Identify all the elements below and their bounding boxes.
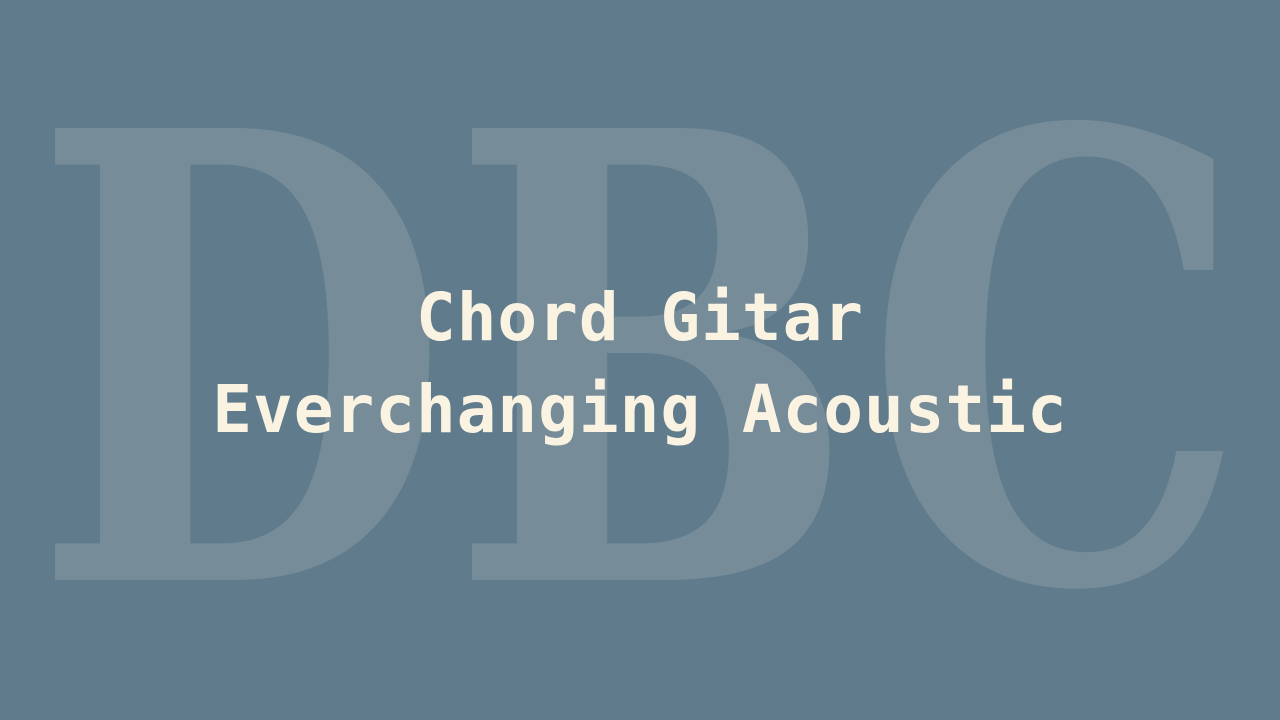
title-line-1: Chord Gitar: [415, 279, 865, 356]
title-line-2: Everchanging Acoustic: [212, 371, 1068, 448]
page-title: Chord Gitar Everchanging Acoustic: [0, 272, 1280, 456]
